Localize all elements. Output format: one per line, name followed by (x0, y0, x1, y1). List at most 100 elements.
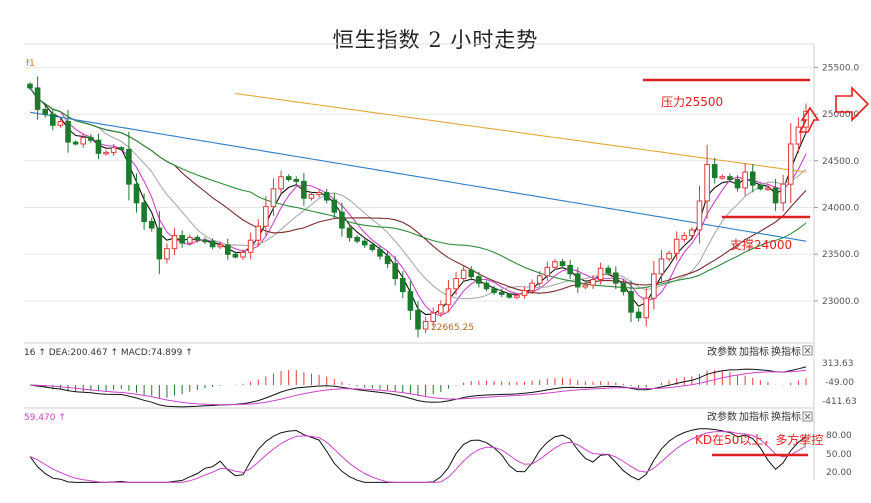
candle-body (148, 221, 155, 229)
candle-body (696, 200, 703, 231)
candle-body (255, 225, 262, 241)
candle-body (171, 235, 178, 250)
candle-body (339, 211, 345, 229)
candle-body (270, 188, 277, 208)
right-arrow-icon (835, 86, 870, 122)
macd-label: 16 ↑ DEA:200.467 ↑ MACD:74.899 ↑ (24, 348, 193, 358)
candle-body (567, 264, 573, 275)
kdj-switch-indicator-button[interactable]: 换指标 (771, 410, 801, 423)
candle-body (377, 249, 383, 257)
candle-body (80, 136, 87, 145)
candle-body (65, 121, 71, 143)
ma-line (29, 87, 807, 289)
candle-body (544, 266, 551, 277)
candle-body (95, 139, 102, 154)
y-tick-label: 23000.0 (822, 297, 859, 307)
candle-body (407, 291, 414, 311)
candle-body (658, 258, 665, 275)
candle-body (757, 184, 764, 190)
candle-body (57, 121, 64, 126)
kdj-k-line (29, 428, 807, 483)
y-tick-label: 25000.0 (822, 110, 859, 120)
kdj-add-indicator-button[interactable]: 加指标 (739, 410, 769, 423)
candle-body (787, 143, 794, 185)
candle-body (742, 171, 748, 189)
candle-body (506, 293, 513, 298)
ma-line (29, 87, 807, 300)
kdj-close-button[interactable] (802, 411, 813, 422)
candle-body (126, 149, 132, 185)
candle-body (133, 183, 140, 204)
close-icon (804, 347, 811, 354)
candle-body (422, 321, 429, 330)
candle-body (103, 151, 109, 155)
candle-body (711, 164, 718, 179)
candlestick-series (27, 76, 809, 338)
candle-body (278, 176, 284, 190)
candle-body (240, 251, 246, 258)
candle-body (301, 180, 307, 199)
candle-body (118, 147, 125, 151)
macd-edit-params-button[interactable]: 改参数 (707, 345, 737, 358)
macd-ytick-3: -411.63 (822, 397, 857, 407)
candle-body (727, 176, 733, 180)
candle-body (734, 178, 741, 189)
candle-body (628, 291, 634, 313)
macd-ytick-1: 313.63 (822, 359, 854, 369)
macd-close-button[interactable] (802, 345, 813, 356)
macd-switch-indicator-button[interactable]: 换指标 (771, 345, 801, 358)
candle-body (681, 235, 688, 240)
candle-body (498, 292, 505, 295)
candle-body (110, 147, 117, 153)
chart-title: 恒生指数 2 小时走势 (332, 28, 539, 52)
candle-body (369, 244, 376, 251)
candle-body (430, 312, 437, 323)
candle-body (164, 248, 170, 260)
candle-body (574, 273, 581, 288)
kdj-d-line (29, 430, 807, 483)
candle-body (643, 297, 650, 319)
candle-body (194, 236, 201, 241)
candle-body (559, 261, 566, 266)
candle-body (476, 276, 482, 284)
candle-body (88, 136, 94, 141)
candle-body (491, 288, 497, 294)
y-tick-label: 24500.0 (822, 157, 859, 167)
candle-body (293, 178, 300, 182)
macd-plot (29, 366, 807, 408)
candle-body (232, 253, 239, 258)
candle-body (673, 238, 680, 254)
moving-average-lines (29, 87, 807, 317)
candle-body (536, 275, 543, 284)
kdj-edit-params-button[interactable]: 改参数 (707, 410, 737, 423)
candle-body (590, 278, 596, 286)
candle-body (361, 240, 368, 246)
candle-body (635, 311, 642, 319)
candle-body (179, 235, 185, 244)
candle-body (453, 278, 459, 290)
candle-body (666, 252, 672, 260)
ma-line (29, 111, 807, 242)
candle-body (749, 171, 756, 186)
candle-body (795, 126, 802, 145)
kdj-ytick-3: 20.00 (826, 468, 852, 478)
candle-body (225, 244, 231, 255)
y-tick-label: 23500.0 (822, 250, 859, 260)
candle-body (323, 192, 330, 201)
candle-body (263, 206, 269, 227)
candle-body (772, 187, 779, 204)
candle-body (186, 236, 193, 244)
candle-body (72, 141, 79, 145)
candle-body (582, 284, 589, 288)
y-tick-label: 24000.0 (822, 204, 859, 214)
candle-body (316, 192, 322, 195)
candle-body (651, 273, 657, 299)
close-icon (804, 413, 811, 420)
kdj-ytick-1: 80.00 (826, 431, 852, 441)
kd-annotation-label: KD在50以上，多方掌控 (695, 432, 823, 447)
candle-body (331, 199, 338, 213)
candle-body (704, 164, 710, 202)
macd-add-indicator-button[interactable]: 加指标 (739, 345, 769, 358)
candle-body (384, 255, 391, 265)
